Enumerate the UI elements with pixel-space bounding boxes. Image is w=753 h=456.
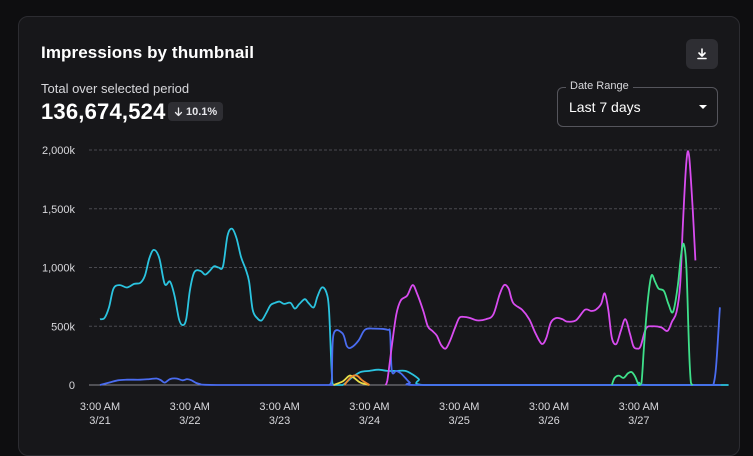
download-button[interactable]	[686, 39, 718, 69]
x-tick-time: 3:00 AM	[619, 401, 659, 413]
x-tick-time: 3:00 AM	[349, 401, 389, 413]
x-tick-date: 3/22	[179, 415, 200, 427]
impressions-card: Impressions by thumbnail Total over sele…	[18, 16, 740, 456]
x-tick-time: 3:00 AM	[170, 401, 210, 413]
x-axis-ticks: 3:00 AM 3/21 3:00 AM 3/22 3:00 AM 3/23 3:00 AM…	[80, 401, 659, 427]
date-range-value: Last 7 days	[569, 99, 641, 115]
x-tick-time: 3:00 AM	[80, 401, 120, 413]
y-tick-label: 0	[69, 380, 75, 392]
x-tick-time: 3:00 AM	[529, 401, 569, 413]
date-range-select[interactable]: Date Range Last 7 days	[557, 80, 718, 127]
y-axis-ticks: 0 500k 1,000k 1,500k 2,000k	[42, 145, 76, 392]
y-tick-label: 500k	[51, 321, 75, 333]
total-label: Total over selected period	[41, 81, 190, 96]
y-tick-label: 1,500k	[42, 204, 76, 216]
y-tick-label: 2,000k	[42, 145, 76, 157]
x-tick-date: 3/27	[628, 415, 649, 427]
series-line-3	[611, 242, 694, 386]
delta-value: 10.1%	[186, 105, 218, 118]
x-tick-date: 3/25	[448, 415, 469, 427]
x-tick-date: 3/26	[538, 415, 559, 427]
series-line-0	[99, 227, 729, 386]
y-tick-label: 1,000k	[42, 263, 76, 275]
series-line-5	[343, 374, 370, 386]
x-tick-date: 3/23	[269, 415, 290, 427]
download-icon	[697, 48, 707, 60]
series-line-1	[99, 307, 721, 386]
x-tick-date: 3/21	[89, 415, 110, 427]
date-range-label: Date Range	[566, 80, 633, 92]
x-tick-time: 3:00 AM	[439, 401, 479, 413]
total-value: 136,674,524	[41, 99, 166, 124]
x-tick-date: 3/24	[359, 415, 380, 427]
delta-badge: 10.1%	[168, 102, 224, 121]
x-tick-time: 3:00 AM	[259, 401, 299, 413]
series-line-2	[384, 150, 697, 386]
card-title: Impressions by thumbnail	[41, 43, 255, 62]
caret-down-icon	[699, 105, 707, 109]
chart-grid	[89, 149, 720, 386]
arrow-down-icon	[174, 106, 183, 116]
chart-series	[99, 150, 729, 386]
